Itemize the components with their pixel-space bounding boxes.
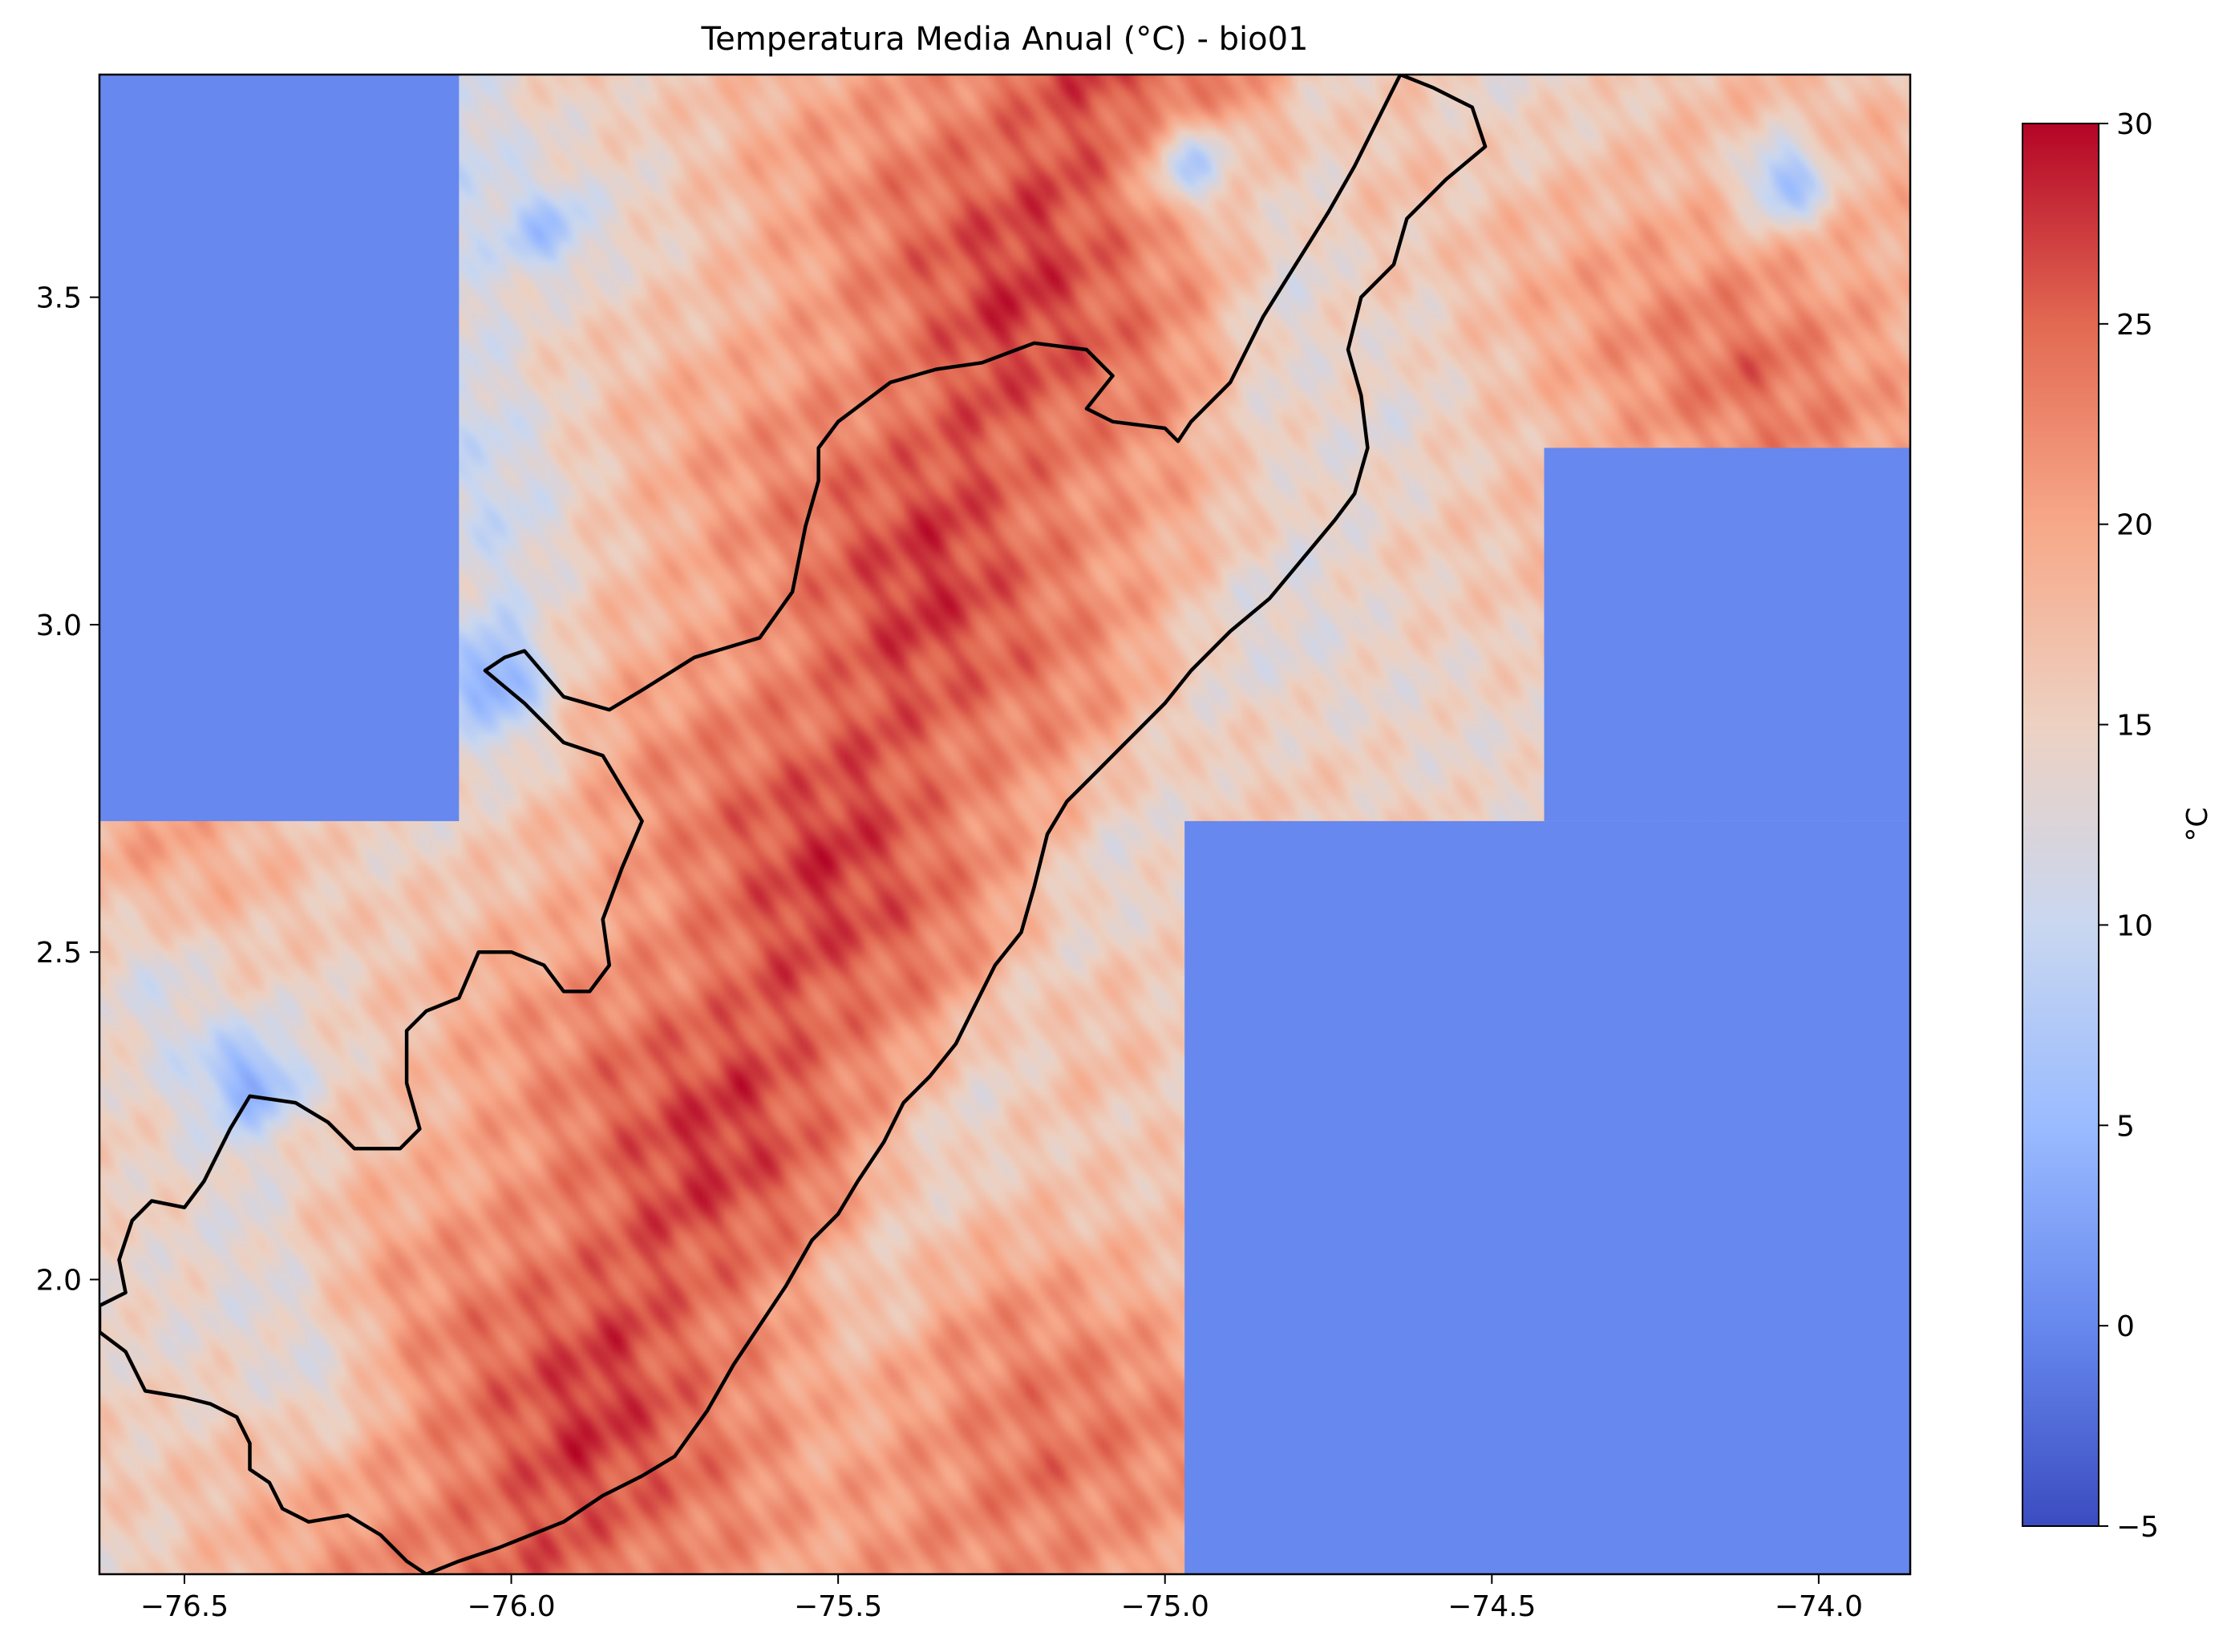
map-frame [98, 73, 1912, 1576]
colorbar-tick-label: 25 [2116, 309, 2153, 342]
y-axis: 2.0 2.5 3.0 3.5 [36, 282, 99, 1298]
colorbar-tick-label: 20 [2116, 509, 2153, 542]
nodata-blocks [99, 75, 1910, 1574]
map-title: Temperatura Media Anual (°C) - bio01 [700, 21, 1308, 58]
x-tick-label: −75.0 [1121, 1590, 1209, 1623]
nodata-block [1184, 820, 1910, 1574]
x-tick-label: −74.0 [1775, 1590, 1863, 1623]
colorbar-frame [2022, 123, 2099, 1527]
colorbar-gradient [2022, 123, 2099, 1526]
colorbar-label: °C [2181, 807, 2214, 841]
nodata-block [1544, 447, 1910, 821]
x-axis: −76.5 −76.0 −75.5 −75.0 −74.5 −74.0 [140, 1574, 1863, 1623]
department-boundary [99, 75, 1488, 1574]
y-tick-label: 2.5 [36, 937, 82, 970]
y-tick-label: 2.0 [36, 1265, 82, 1298]
y-tick-label: 3.5 [36, 282, 82, 315]
x-tick-label: −75.5 [794, 1590, 882, 1623]
x-tick-label: −76.0 [467, 1590, 555, 1623]
colorbar-tick-label: 15 [2116, 710, 2153, 743]
colorbar-tick-label: 0 [2116, 1310, 2135, 1343]
x-tick-label: −76.5 [140, 1590, 229, 1623]
colorbar-tick-label: 30 [2116, 108, 2153, 141]
colorbar: −5 0 5 10 15 20 25 30 °C [2022, 108, 2214, 1544]
map-panel: −76.5 −76.0 −75.5 −75.0 −74.5 −74.0 2.0 2.5 3.0… [36, 73, 1912, 1623]
colorbar-tick-label: −5 [2116, 1511, 2159, 1544]
nodata-block [99, 75, 460, 821]
colorbar-tick-label: 10 [2116, 909, 2153, 942]
colorbar-tick-label: 5 [2116, 1110, 2135, 1143]
colorbar-ticks: −5 0 5 10 15 20 25 30 [2099, 108, 2159, 1544]
x-tick-label: −74.5 [1448, 1590, 1536, 1623]
y-tick-label: 3.0 [36, 609, 82, 642]
